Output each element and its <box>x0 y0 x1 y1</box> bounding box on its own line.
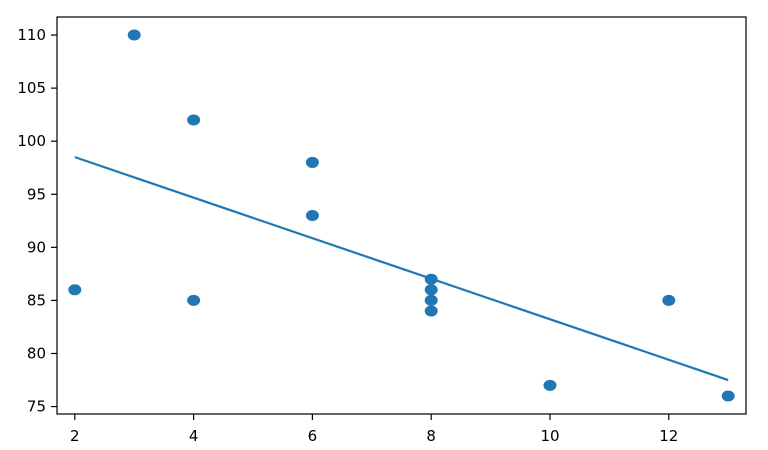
y-tick-label: 100 <box>17 132 46 150</box>
scatter-point <box>127 29 141 41</box>
y-tick-label: 80 <box>27 344 46 362</box>
y-axis: 75 80 85 90 95 100 105 110 <box>17 26 57 416</box>
y-tick-label: 85 <box>27 291 46 309</box>
scatter-point <box>305 210 319 221</box>
scatter-point <box>424 273 438 285</box>
y-tick-label: 110 <box>17 26 46 44</box>
scatter-point <box>187 294 201 306</box>
x-tick-label: 6 <box>308 427 318 445</box>
y-tick-label: 95 <box>27 185 46 203</box>
scatter-point <box>721 390 735 402</box>
scatter-point <box>68 284 82 296</box>
x-tick-label: 12 <box>659 427 678 445</box>
plot-area <box>56 16 747 415</box>
x-tick-label: 4 <box>189 427 199 445</box>
x-tick-label: 8 <box>426 427 436 445</box>
x-tick-label: 2 <box>70 427 80 445</box>
scatter-point <box>424 284 438 296</box>
data-points <box>68 29 735 402</box>
x-axis: 2 4 6 8 10 12 <box>70 414 678 445</box>
x-tick-label: 10 <box>540 427 559 445</box>
y-tick-label: 105 <box>17 79 46 97</box>
y-tick-label: 90 <box>27 238 46 256</box>
scatter-point <box>424 294 438 306</box>
y-tick-label: 75 <box>27 398 46 416</box>
scatter-point <box>424 305 438 317</box>
regression-line <box>74 156 729 382</box>
scatter-point <box>662 294 676 306</box>
regression-lines <box>74 156 729 382</box>
scatter-point <box>543 379 557 391</box>
scatter-point <box>305 156 319 168</box>
scatter-point <box>187 114 201 126</box>
